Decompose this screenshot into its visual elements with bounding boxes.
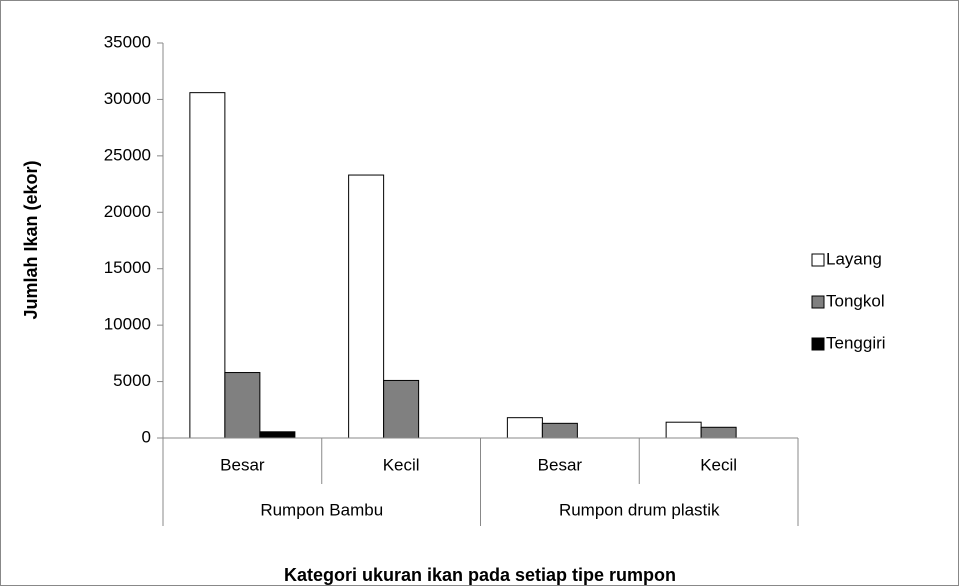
bar: [348, 174, 385, 439]
bar: [665, 421, 702, 439]
x-axis-title: Kategori ukuran ikan pada setiap tipe ru…: [284, 565, 676, 585]
legend-label: Tenggiri: [826, 333, 886, 352]
bar: [541, 422, 578, 439]
group-label: Rumpon Bambu: [260, 500, 383, 519]
legend-label: Layang: [826, 249, 882, 268]
legend-label: Tongkol: [826, 291, 885, 310]
y-tick-label: 30000: [104, 89, 151, 108]
bar: [383, 379, 420, 439]
y-tick-label: 0: [142, 427, 151, 446]
y-tick-label: 5000: [113, 371, 151, 390]
legend-swatch: [811, 295, 825, 309]
bar: [700, 426, 737, 439]
bar: [259, 431, 296, 439]
bar: [224, 372, 261, 439]
legend-swatch: [811, 253, 825, 267]
x-tick-label: Besar: [538, 455, 583, 474]
x-tick-label: Kecil: [700, 455, 737, 474]
bar: [506, 417, 543, 439]
group-label: Rumpon drum plastik: [559, 500, 720, 519]
y-tick-label: 20000: [104, 202, 151, 221]
y-tick-label: 10000: [104, 315, 151, 334]
x-tick-label: Besar: [220, 455, 265, 474]
x-tick-label: Kecil: [383, 455, 420, 474]
y-tick-label: 15000: [104, 258, 151, 277]
y-tick-label: 35000: [104, 32, 151, 51]
bar: [189, 92, 226, 439]
legend-swatch: [811, 337, 825, 351]
y-axis-title: Jumlah Ikan (ekor): [21, 160, 41, 319]
y-tick-label: 25000: [104, 145, 151, 164]
